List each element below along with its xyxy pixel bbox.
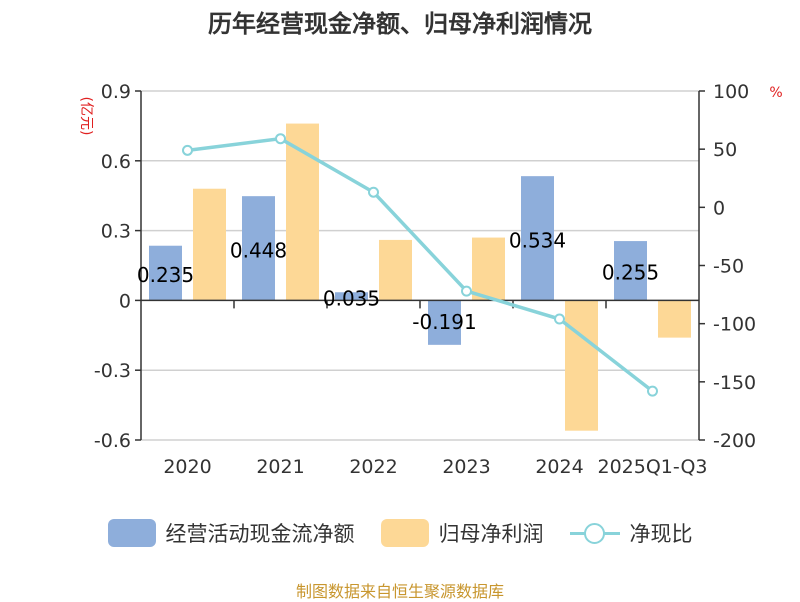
ratio-point — [647, 385, 658, 397]
bar-net-profit — [472, 237, 505, 301]
bar-layer — [149, 123, 691, 431]
x-category-label: 2020 — [163, 456, 211, 478]
legend-line-icon — [569, 519, 620, 547]
bar-cash-flow — [335, 292, 368, 301]
legend-item-cash-flow[interactable]: 经营活动现金流净额 — [107, 518, 355, 548]
data-label-cash-flow: 0.035 — [323, 286, 380, 310]
right-tick-label: -200 — [713, 430, 756, 452]
grid-layer — [141, 90, 699, 441]
bar-net-profit — [565, 300, 598, 431]
bar-cash-flow — [149, 245, 182, 301]
label-layer: 0.235 0.448 0.035 -0.191 0.534 0.255 — [137, 228, 659, 334]
ratio-point — [182, 144, 193, 156]
legend-label-cash-flow: 经营活动现金流净额 — [165, 522, 355, 546]
x-category-label: 2021 — [256, 456, 304, 478]
ratio-point — [554, 313, 565, 325]
x-category-label: 2025Q1-Q3 — [598, 456, 708, 478]
bar-cash-flow — [242, 196, 275, 301]
bar-net-profit — [658, 300, 691, 338]
axis-layer: 0.9 0.6 0.3 0 -0.3 -0.6 100 50 0 -50 -100 -150 -200 (… — [78, 81, 783, 478]
ratio-point — [275, 133, 286, 145]
data-label-cash-flow: 0.235 — [137, 263, 194, 287]
legend: 经营活动现金流净额 归母净利润 净现比 — [0, 518, 800, 548]
legend-label-net-profit: 归母净利润 — [438, 522, 544, 546]
data-label-cash-flow: 0.255 — [602, 261, 659, 285]
line-layer — [182, 133, 658, 397]
left-tick-label: 0 — [119, 290, 131, 312]
bar-cash-flow — [614, 241, 647, 301]
x-category-label: 2024 — [535, 456, 583, 478]
left-tick-label: 0.6 — [101, 151, 131, 173]
ratio-line — [187, 136, 654, 393]
ratio-point — [368, 186, 379, 198]
legend-label-ratio: 净现比 — [629, 522, 693, 546]
ratio-point — [461, 285, 472, 297]
legend-item-net-profit[interactable]: 归母净利润 — [380, 518, 544, 548]
legend-item-ratio[interactable]: 净现比 — [569, 518, 693, 548]
right-tick-label: 0 — [713, 197, 725, 219]
left-axis-unit: (亿元) — [78, 97, 94, 136]
data-label-cash-flow: 0.534 — [509, 228, 566, 252]
x-category-label: 2023 — [442, 456, 490, 478]
bar-net-profit — [379, 239, 412, 301]
bar-cash-flow — [521, 176, 554, 301]
right-tick-label: -50 — [713, 256, 744, 278]
right-tick-label: 50 — [713, 139, 737, 161]
right-tick-label: -100 — [713, 314, 756, 336]
right-tick-label: -150 — [713, 372, 756, 394]
right-tick-label: 100 — [713, 81, 749, 103]
left-tick-label: -0.3 — [94, 360, 131, 382]
right-axis-unit: % — [769, 85, 782, 101]
legend-swatch-orange — [380, 519, 429, 547]
left-tick-label: -0.6 — [94, 430, 131, 452]
data-label-cash-flow: 0.448 — [230, 238, 287, 262]
x-category-label: 2022 — [349, 456, 397, 478]
left-tick-label: 0.3 — [101, 221, 131, 243]
source-note: 制图数据来自恒生聚源数据库 — [295, 582, 504, 601]
legend-swatch-blue — [107, 519, 156, 547]
bar-cash-flow — [428, 300, 461, 345]
left-tick-label: 0.9 — [101, 81, 131, 103]
bar-net-profit — [193, 188, 226, 301]
chart-title: 历年经营现金净额、归母净利润情况 — [208, 10, 592, 38]
data-label-cash-flow: -0.191 — [412, 310, 476, 334]
